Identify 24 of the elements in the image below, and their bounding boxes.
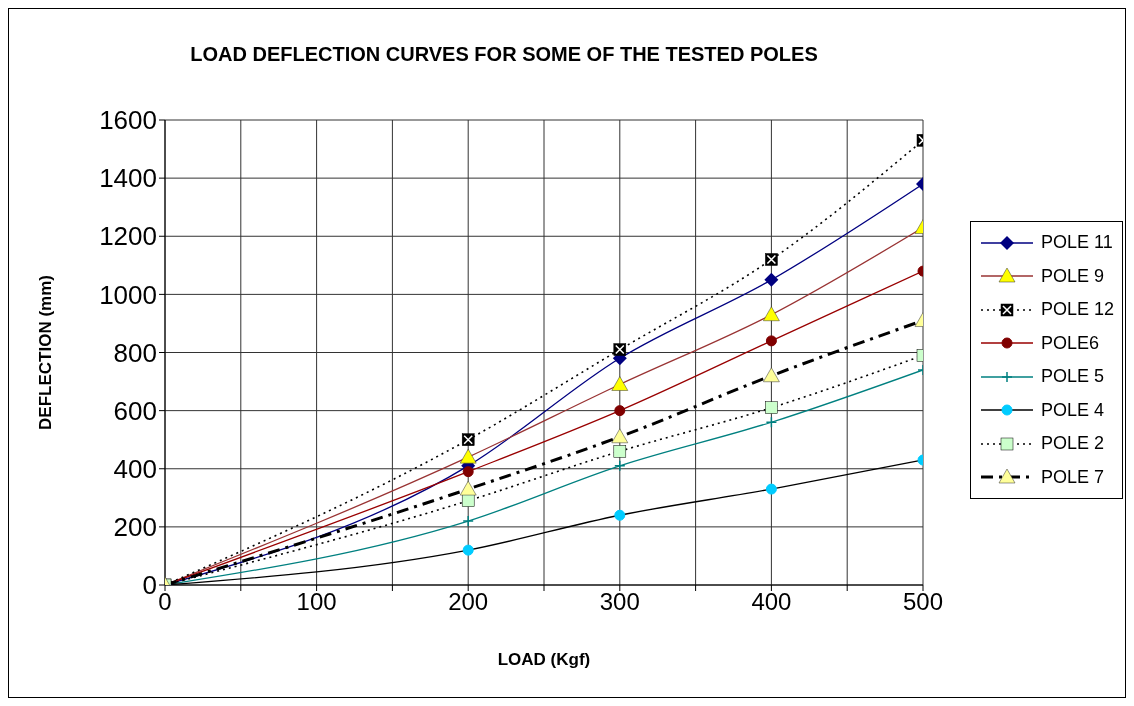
x-tick-label: 100 <box>296 588 337 616</box>
y-tick-label: 1000 <box>99 279 157 310</box>
legend-label: POLE 12 <box>1040 299 1114 321</box>
legend-label: POLE 11 <box>1040 232 1113 254</box>
x-tick-label: 500 <box>902 588 944 616</box>
y-axis-title: DEFLECTION (mm) <box>36 275 56 430</box>
legend-label: POLE 7 <box>1040 466 1104 488</box>
legend-label: POLE 2 <box>1040 433 1104 455</box>
y-tick-label: 1200 <box>99 221 157 252</box>
legend-label: POLE 4 <box>1040 399 1104 421</box>
y-tick-label: 200 <box>113 512 157 543</box>
legend-label: POLE 5 <box>1040 366 1104 388</box>
y-tick-label: 400 <box>113 453 157 484</box>
y-tick-label: 1600 <box>99 105 157 136</box>
x-tick-label: 200 <box>448 588 489 616</box>
y-tick-label: 1400 <box>99 163 157 194</box>
legend-label: POLE 9 <box>1040 265 1104 287</box>
y-tick-label: 800 <box>113 337 157 368</box>
x-axis-title: LOAD (Kgf) <box>497 650 591 669</box>
x-tick-label: 400 <box>751 588 792 616</box>
x-tick-label: 300 <box>599 588 640 616</box>
chart-title: LOAD DEFLECTION CURVES FOR SOME OF THE TESTED POLES <box>189 43 819 66</box>
y-tick-label: 600 <box>113 395 157 426</box>
legend-label: POLE6 <box>1040 332 1099 354</box>
